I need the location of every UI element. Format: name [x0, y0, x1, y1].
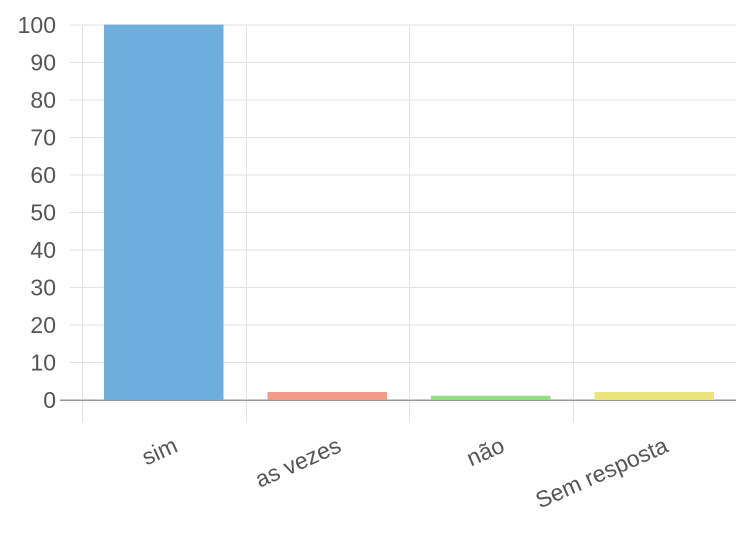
y-tick-label: 60 [30, 162, 56, 188]
y-tick-label: 30 [30, 275, 56, 301]
category-label: sim [138, 432, 181, 470]
y-tick-label: 0 [43, 387, 56, 413]
category-label: não [463, 432, 509, 471]
bars [104, 24, 714, 400]
y-tick-label: 100 [18, 12, 56, 38]
y-tick-label: 40 [30, 237, 56, 263]
category-label: Sem resposta [531, 432, 671, 514]
bar [104, 25, 224, 400]
bar [431, 396, 551, 400]
y-tick-label: 20 [30, 312, 56, 338]
y-tick-label: 90 [30, 50, 56, 76]
y-tick-label: 10 [30, 350, 56, 376]
bar [267, 392, 387, 400]
y-tick-label: 70 [30, 125, 56, 151]
y-tick-label: 80 [30, 87, 56, 113]
bar [594, 392, 714, 400]
y-tick-label: 50 [30, 200, 56, 226]
category-label: as vezes [251, 432, 344, 493]
